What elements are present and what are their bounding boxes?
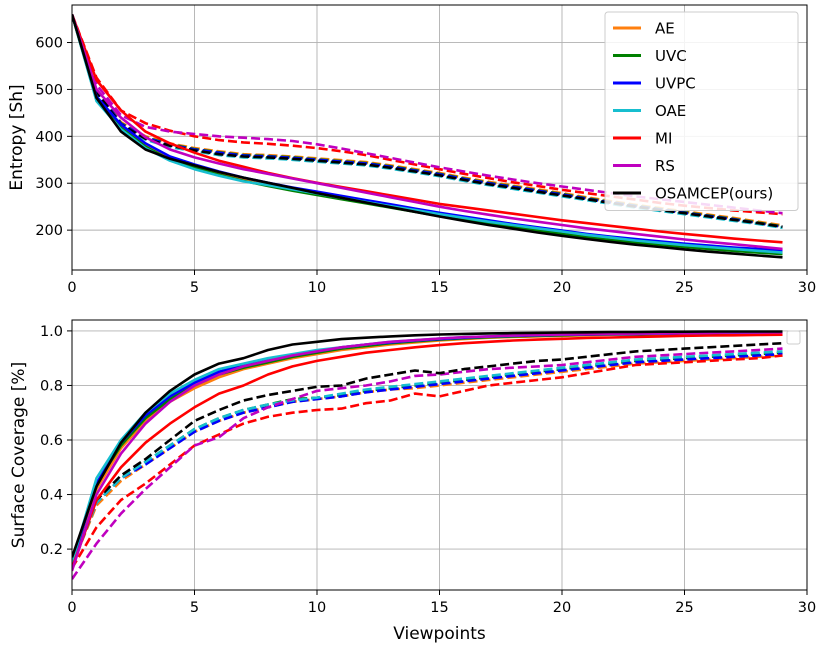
x-tick-label: 10 (308, 600, 326, 616)
x-tick-label: 5 (190, 600, 199, 616)
x-tick-label: 20 (553, 280, 571, 296)
coverage-panel: 0 5 10 15 20 25 30 0.2 0.4 0.6 0.8 1.0 Surface Cover… (9, 319, 816, 644)
y-axis-label: Entropy [Sh] (7, 84, 27, 190)
legend-box-empty (786, 330, 801, 345)
legend-box (604, 11, 799, 211)
legend-label: RS (655, 157, 675, 175)
legend-label: AE (655, 20, 675, 38)
series-line-osamcep-ours-solid (72, 330, 783, 558)
y-tick-label: 200 (35, 223, 63, 239)
x-tick-label: 20 (553, 600, 571, 616)
series-line-oae-solid (72, 331, 783, 564)
y-tick-label: 300 (35, 176, 63, 192)
series-line-mi-solid (72, 333, 783, 569)
y-tick-label: 500 (35, 82, 63, 98)
series-line-oae-solid (72, 14, 783, 254)
y-tick-label: 1.0 (40, 324, 63, 340)
series-line-uvpc-solid (72, 331, 783, 564)
series-group (72, 13, 783, 259)
y-tick-label: 0.6 (40, 433, 63, 449)
x-tick-label: 30 (798, 600, 816, 616)
series-line-osamcep-ours-dashed (72, 341, 783, 564)
series-line-uvc-solid (72, 331, 783, 564)
series-line-ae-solid (72, 331, 783, 566)
legend-label: OAE (655, 102, 686, 120)
y-tick-label: 0.8 (40, 378, 63, 394)
series-line-oae-dashed (72, 350, 783, 566)
y-axis-label: Surface Coverage [%] (9, 362, 29, 548)
series-line-osamcep-ours-solid (72, 14, 783, 259)
y-tick-label: 0.2 (40, 542, 63, 558)
x-axis-label: Viewpoints (393, 624, 486, 644)
series-line-rs-dashed (72, 347, 783, 580)
entropy-panel: 0 5 10 15 20 25 30 200 300 400 500 600 Entropy [Sh] A… (7, 4, 816, 296)
x-tick-label: 25 (675, 280, 693, 296)
series-line-mi-dashed (72, 13, 783, 216)
series-line-rs-solid (72, 331, 783, 572)
x-tick-label: 15 (430, 600, 448, 616)
x-tick-label: 0 (67, 280, 76, 296)
legend-label: UVPC (655, 75, 696, 93)
series-line-mi-solid (72, 13, 783, 244)
series-group (72, 330, 783, 580)
x-tick-label: 10 (308, 280, 326, 296)
x-tick-label: 5 (190, 280, 199, 296)
x-tick-label: 30 (798, 280, 816, 296)
series-line-rs-solid (72, 13, 783, 251)
legend-label: OSAMCEP(ours) (655, 185, 773, 203)
legend-label: MI (655, 130, 672, 148)
x-tick-label: 25 (675, 600, 693, 616)
y-tick-label: 400 (35, 129, 63, 145)
y-tick-label: 0.4 (40, 488, 63, 504)
series-line-uvpc-dashed (72, 352, 783, 566)
y-tick-label: 600 (35, 36, 63, 52)
series-line-osamcep-ours-dashed (72, 14, 783, 229)
x-tick-label: 15 (430, 280, 448, 296)
legend-label: UVC (655, 47, 687, 65)
x-tick-label: 0 (67, 600, 76, 616)
